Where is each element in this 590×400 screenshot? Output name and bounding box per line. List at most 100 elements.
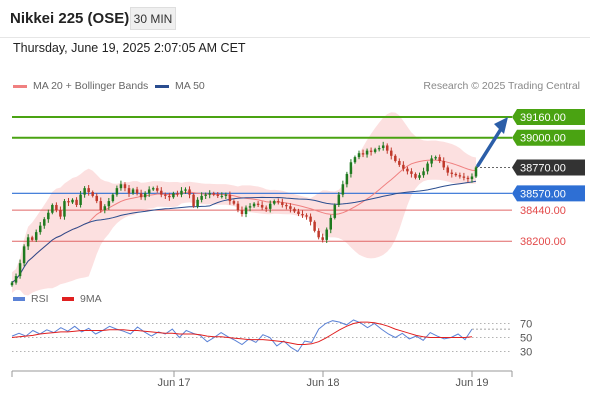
candle	[390, 150, 393, 156]
candle	[107, 201, 111, 207]
candle	[317, 230, 320, 238]
candle	[369, 150, 373, 152]
bollinger-band-area	[12, 112, 476, 296]
candle	[418, 175, 421, 178]
candle	[59, 210, 62, 217]
candle	[71, 199, 74, 203]
candle	[333, 204, 337, 218]
candle	[410, 171, 413, 174]
ma9-swatch	[62, 297, 74, 302]
candle	[30, 237, 34, 240]
candle	[83, 188, 86, 195]
candle	[297, 211, 300, 215]
candle	[373, 149, 377, 152]
credit-text: Research © 2025 Trading Central	[423, 80, 580, 92]
candle	[139, 193, 143, 198]
projection-arrow	[476, 127, 503, 168]
datetime-label: Thursday, June 19, 2025 2:07:05 AM CET	[13, 41, 246, 55]
ma20-swatch	[13, 84, 27, 88]
candle	[103, 206, 107, 211]
candle	[18, 263, 22, 277]
candle	[212, 193, 215, 195]
candle	[47, 212, 50, 220]
candle	[123, 184, 127, 189]
candle	[414, 173, 417, 178]
candle	[135, 189, 139, 194]
level-label-38770.00: 38770.00	[520, 162, 566, 174]
level-label-38200.00: 38200.00	[520, 236, 566, 248]
candle	[216, 194, 220, 196]
candle	[313, 221, 316, 231]
candle	[430, 158, 433, 164]
candle	[55, 204, 58, 211]
level-tag-38770.00	[512, 159, 585, 176]
rsi-tick-50: 50	[520, 333, 532, 345]
rsi-tick-70: 70	[520, 319, 532, 331]
ma20-label: MA 20 + Bollinger Bands	[33, 80, 149, 92]
header-bar: Nikkei 225 (OSE) 30 MIN	[0, 0, 590, 38]
candle	[268, 203, 272, 209]
candle	[43, 219, 46, 226]
candle	[95, 195, 98, 202]
candle	[147, 189, 151, 194]
candle	[281, 202, 284, 205]
candle	[398, 160, 401, 165]
level-tag-39160.00	[512, 108, 585, 125]
candle	[196, 199, 199, 207]
candle	[285, 204, 288, 207]
candle	[406, 168, 409, 172]
candle	[111, 194, 115, 202]
candle	[466, 177, 470, 180]
candle	[289, 206, 292, 209]
candle	[309, 216, 312, 222]
rsi-label: RSI	[31, 293, 49, 305]
ma50-swatch	[155, 84, 169, 88]
timeframe-button[interactable]: 30 MIN	[130, 7, 176, 30]
candle	[236, 203, 240, 211]
x-tick-label-Jun 17: Jun 17	[157, 377, 190, 389]
candle	[67, 201, 70, 203]
candle	[176, 193, 179, 195]
candle	[143, 193, 147, 198]
candle	[365, 150, 369, 155]
candle	[10, 282, 14, 286]
legend-ma20: MA 20 + Bollinger Bands	[13, 80, 148, 92]
candle	[470, 176, 474, 180]
candle	[349, 162, 353, 174]
candle	[244, 207, 248, 215]
candle	[151, 188, 155, 190]
legend-ma50: MA 50	[155, 80, 205, 92]
candle	[474, 167, 478, 177]
candle	[180, 190, 183, 195]
level-label-38570.00: 38570.00	[520, 188, 566, 200]
candle	[87, 188, 90, 193]
ma50-line	[11, 180, 477, 283]
candle	[353, 157, 357, 163]
candle	[260, 204, 264, 208]
candle	[75, 199, 78, 205]
candle	[168, 195, 171, 198]
candle	[422, 171, 425, 176]
x-tick-label-Jun 18: Jun 18	[306, 377, 339, 389]
candle	[224, 194, 228, 196]
legend-9ma: 9MA	[62, 293, 102, 305]
candle	[220, 195, 224, 197]
rsi-line	[11, 319, 473, 353]
candle	[160, 190, 163, 195]
candle	[434, 157, 437, 159]
candle	[200, 195, 203, 200]
chart-title: Nikkei 225 (OSE)	[10, 10, 130, 27]
candle	[99, 201, 103, 211]
candle	[325, 229, 328, 240]
candle	[14, 276, 18, 283]
candle	[131, 189, 135, 194]
candle	[377, 148, 381, 150]
candle	[252, 203, 256, 207]
candle	[256, 203, 260, 205]
ma9-label: 9MA	[80, 293, 102, 305]
candle	[438, 157, 441, 161]
candle	[119, 184, 123, 189]
candle	[184, 189, 187, 191]
candle	[79, 194, 82, 205]
candle	[34, 232, 38, 240]
